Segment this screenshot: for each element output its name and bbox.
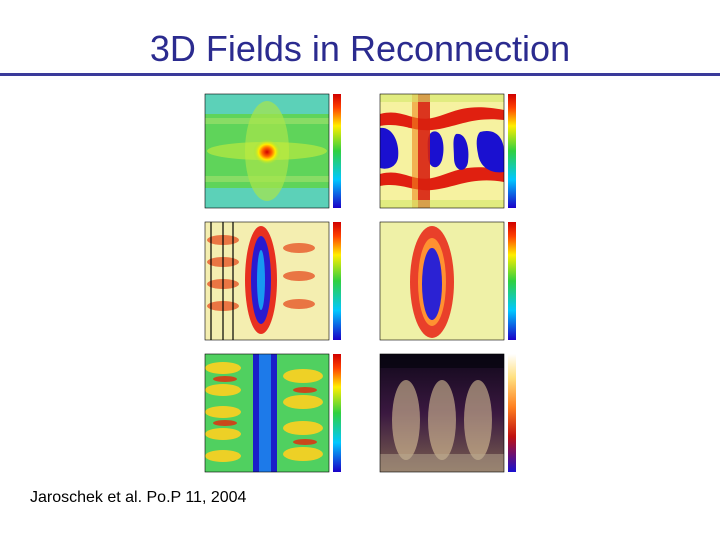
slide-title: 3D Fields in Reconnection [149, 28, 571, 69]
panel-top-right [372, 88, 532, 214]
panel-top-left [195, 88, 355, 214]
panel-bottom-right [372, 350, 532, 474]
panel-middle-left [195, 218, 355, 344]
simulation-figure [195, 88, 532, 478]
panel-middle-right [372, 218, 532, 344]
panel-bottom-left [195, 350, 355, 474]
citation-text: Jaroschek et al. Po.P 11, 2004 [30, 489, 247, 506]
title-underline [0, 73, 720, 76]
